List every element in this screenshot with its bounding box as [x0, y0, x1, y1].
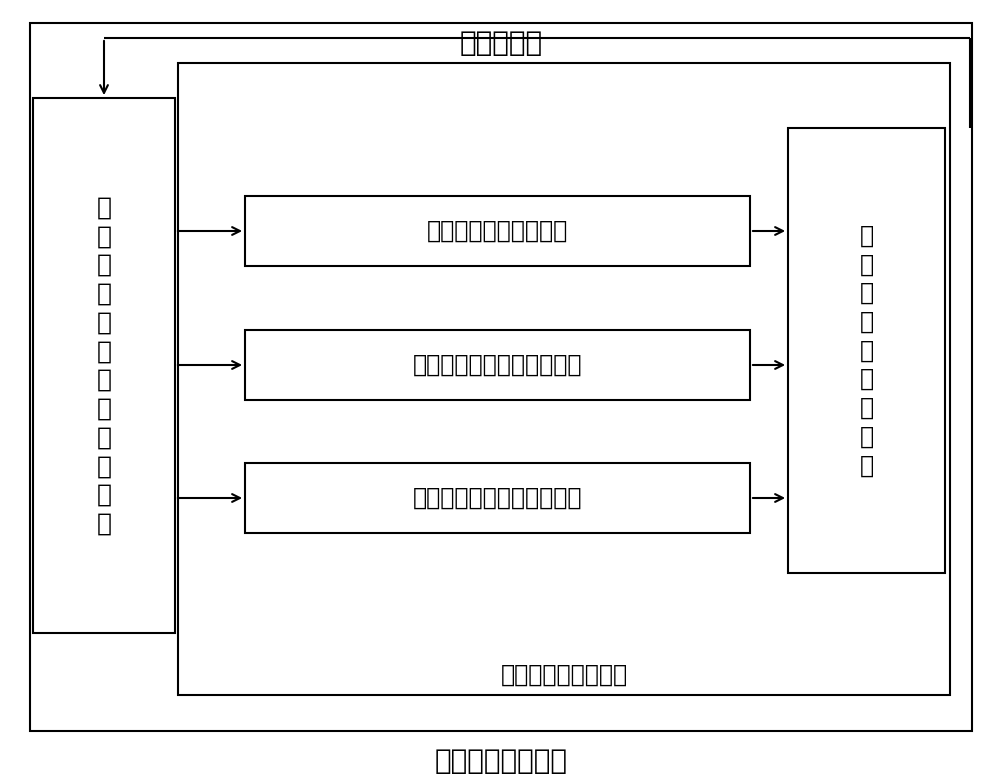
- FancyBboxPatch shape: [245, 196, 750, 266]
- Text: 肌肉松弛程度特性评估模块: 肌肉松弛程度特性评估模块: [413, 353, 582, 377]
- Text: 分析调节控制子系统: 分析调节控制子系统: [500, 663, 628, 687]
- Text: 多位点电刺激系统: 多位点电刺激系统: [435, 747, 568, 775]
- FancyBboxPatch shape: [30, 23, 972, 731]
- Text: 肌肉生理状态特性评估模块: 肌肉生理状态特性评估模块: [413, 486, 582, 510]
- Text: 电
刺
激
参
数
调
节
模
块: 电 刺 激 参 数 调 节 模 块: [859, 223, 874, 478]
- FancyBboxPatch shape: [178, 63, 950, 695]
- Text: 肌肉力量特性评估模块: 肌肉力量特性评估模块: [427, 219, 568, 243]
- FancyBboxPatch shape: [33, 98, 175, 633]
- FancyBboxPatch shape: [245, 463, 750, 533]
- FancyBboxPatch shape: [245, 330, 750, 400]
- Text: 多
位
点
采
集
气
囊
电
极
子
系
统: 多 位 点 采 集 气 囊 电 极 子 系 统: [96, 196, 112, 536]
- Text: 电刺激参数: 电刺激参数: [459, 29, 543, 57]
- FancyBboxPatch shape: [788, 128, 945, 573]
